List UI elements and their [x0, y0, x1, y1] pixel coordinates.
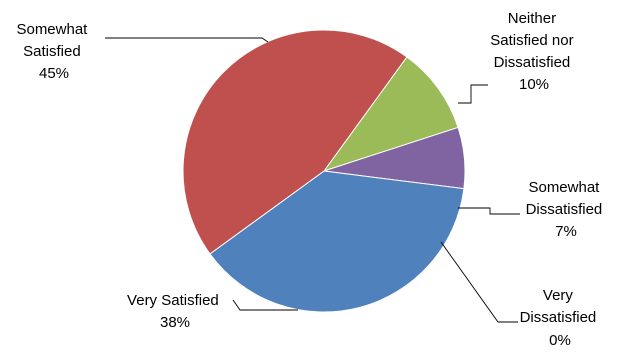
- leader-line-somewhat-satisfied: [105, 37, 269, 43]
- slice-label-very-dissatisfied: Very Dissatisfied 0%: [520, 287, 601, 349]
- leader-line-somewhat-dissatisfied: [458, 207, 520, 215]
- pie-slice-very-satisfied: [209, 170, 465, 313]
- leader-line-neither: [458, 84, 488, 104]
- slice-value-very-dissatisfied: 0%: [549, 332, 571, 349]
- slice-value-very-satisfied: 38%: [160, 314, 190, 331]
- pie-slice-neither-satisfied-nor-dissatisfied: [322, 56, 459, 172]
- leader-line-very-satisfied: [232, 299, 298, 311]
- slice-label-very-satisfied: Very Satisfied 38%: [127, 292, 223, 331]
- leader-line-very-dissatisfied: [440, 241, 518, 323]
- slice-label-somewhat-dissatisfied: Somewhat Dissatisfied 7%: [526, 179, 607, 240]
- leader-lines: [105, 37, 520, 323]
- pie-slices: [182, 29, 466, 313]
- slice-label-somewhat-satisfied: Somewhat Satisfied 45%: [16, 21, 91, 82]
- slice-value-neither: 10%: [519, 76, 549, 93]
- slice-value-somewhat-dissatisfied: 7%: [555, 223, 577, 240]
- slice-labels: Neither Satisfied nor Dissatisfied 10% S…: [16, 10, 607, 349]
- slice-value-somewhat-satisfied: 45%: [39, 65, 69, 82]
- slice-label-neither: Neither Satisfied nor Dissatisfied 10%: [490, 10, 578, 93]
- pie-slice-somewhat-satisfied: [182, 29, 408, 255]
